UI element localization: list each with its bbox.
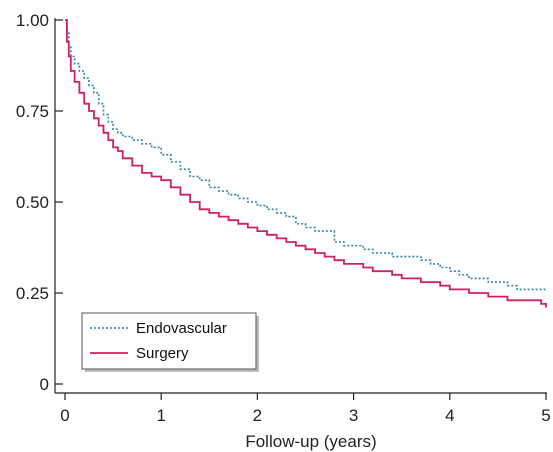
y-tick-label: 0: [40, 375, 49, 394]
legend-label-surgery: Surgery: [136, 345, 189, 362]
legend: Endovascular Surgery: [81, 312, 259, 372]
y-tick-label: 0.50: [16, 193, 49, 212]
x-tick-label: 1: [156, 406, 165, 425]
x-axis-title: Follow-up (years): [245, 432, 376, 451]
series-line-endovascular: [65, 19, 546, 291]
axes: [54, 18, 547, 394]
x-ticks: 0 1 2 3 4 5: [60, 393, 551, 425]
x-tick-label: 2: [253, 406, 262, 425]
legend-box: [81, 312, 257, 370]
x-tick-label: 0: [60, 406, 69, 425]
y-ticks: 0 0.25 0.50 0.75 1.00: [16, 11, 63, 394]
y-tick-label: 1.00: [16, 11, 49, 30]
series-line-surgery: [65, 19, 547, 308]
y-tick-label: 0.25: [16, 284, 49, 303]
x-tick-label: 4: [445, 406, 454, 425]
y-tick-label: 0.75: [16, 102, 49, 121]
x-tick-label: 5: [541, 406, 550, 425]
x-tick-label: 3: [349, 406, 358, 425]
series-layer: [65, 19, 547, 308]
legend-label-endovascular: Endovascular: [136, 320, 227, 337]
